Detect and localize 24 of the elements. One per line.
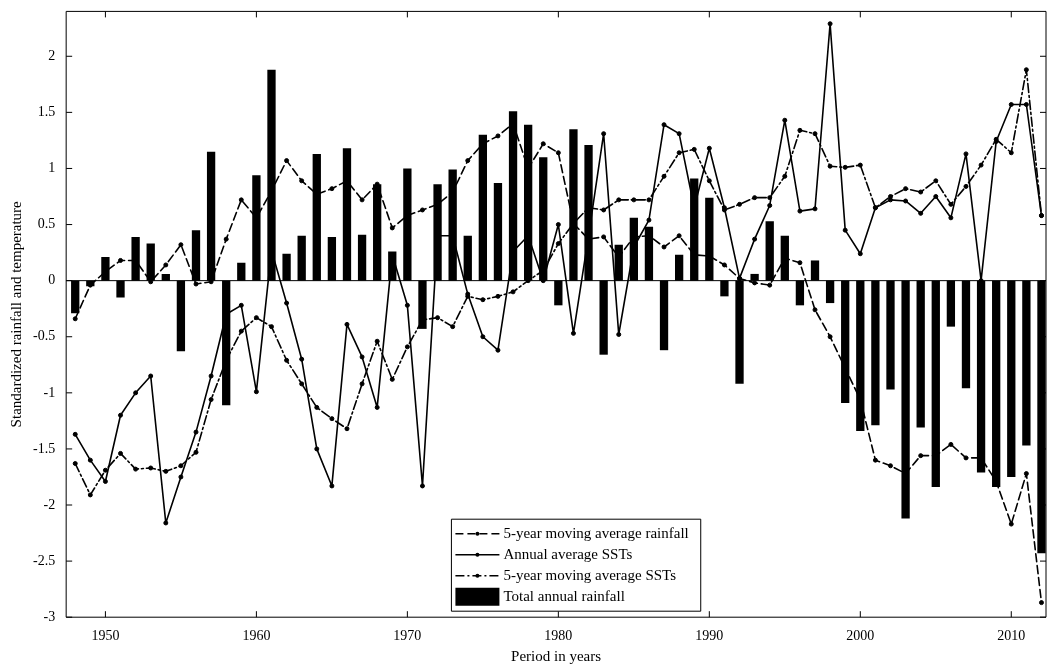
y-tick-label: 1: [48, 160, 56, 176]
y-tick-label: -1: [43, 384, 56, 400]
x-tick-label: 1970: [393, 628, 422, 644]
y-tick-label: -1.5: [32, 440, 56, 456]
x-tick-label: 1980: [544, 628, 573, 644]
y-tick-label: -3: [43, 608, 56, 624]
y-tick-label: 0.5: [37, 216, 56, 232]
y-tick-label: -2: [43, 496, 56, 512]
legend-label: Total annual rainfall: [503, 587, 625, 604]
x-axis-title: Period in years: [511, 647, 602, 664]
y-tick-label: 0: [48, 272, 56, 288]
x-tick-label: 1990: [695, 628, 724, 644]
y-tick-label: 2: [48, 47, 56, 63]
x-tick-label: 1960: [242, 628, 271, 644]
x-tick-label: 2010: [997, 628, 1026, 644]
y-axis-title: Standardized rainfall and temperature: [7, 200, 24, 428]
legend-label: 5-year moving average SSTs: [503, 566, 677, 583]
x-tick-label: 2000: [846, 628, 875, 644]
legend-label: Annual average SSTs: [503, 545, 633, 562]
x-tick-label: 1950: [91, 628, 120, 644]
y-tick-label: 1.5: [37, 104, 56, 120]
y-tick-label: -0.5: [32, 328, 56, 344]
legend-label: 5-year moving average rainfall: [503, 524, 689, 541]
y-tick-label: -2.5: [32, 552, 56, 568]
